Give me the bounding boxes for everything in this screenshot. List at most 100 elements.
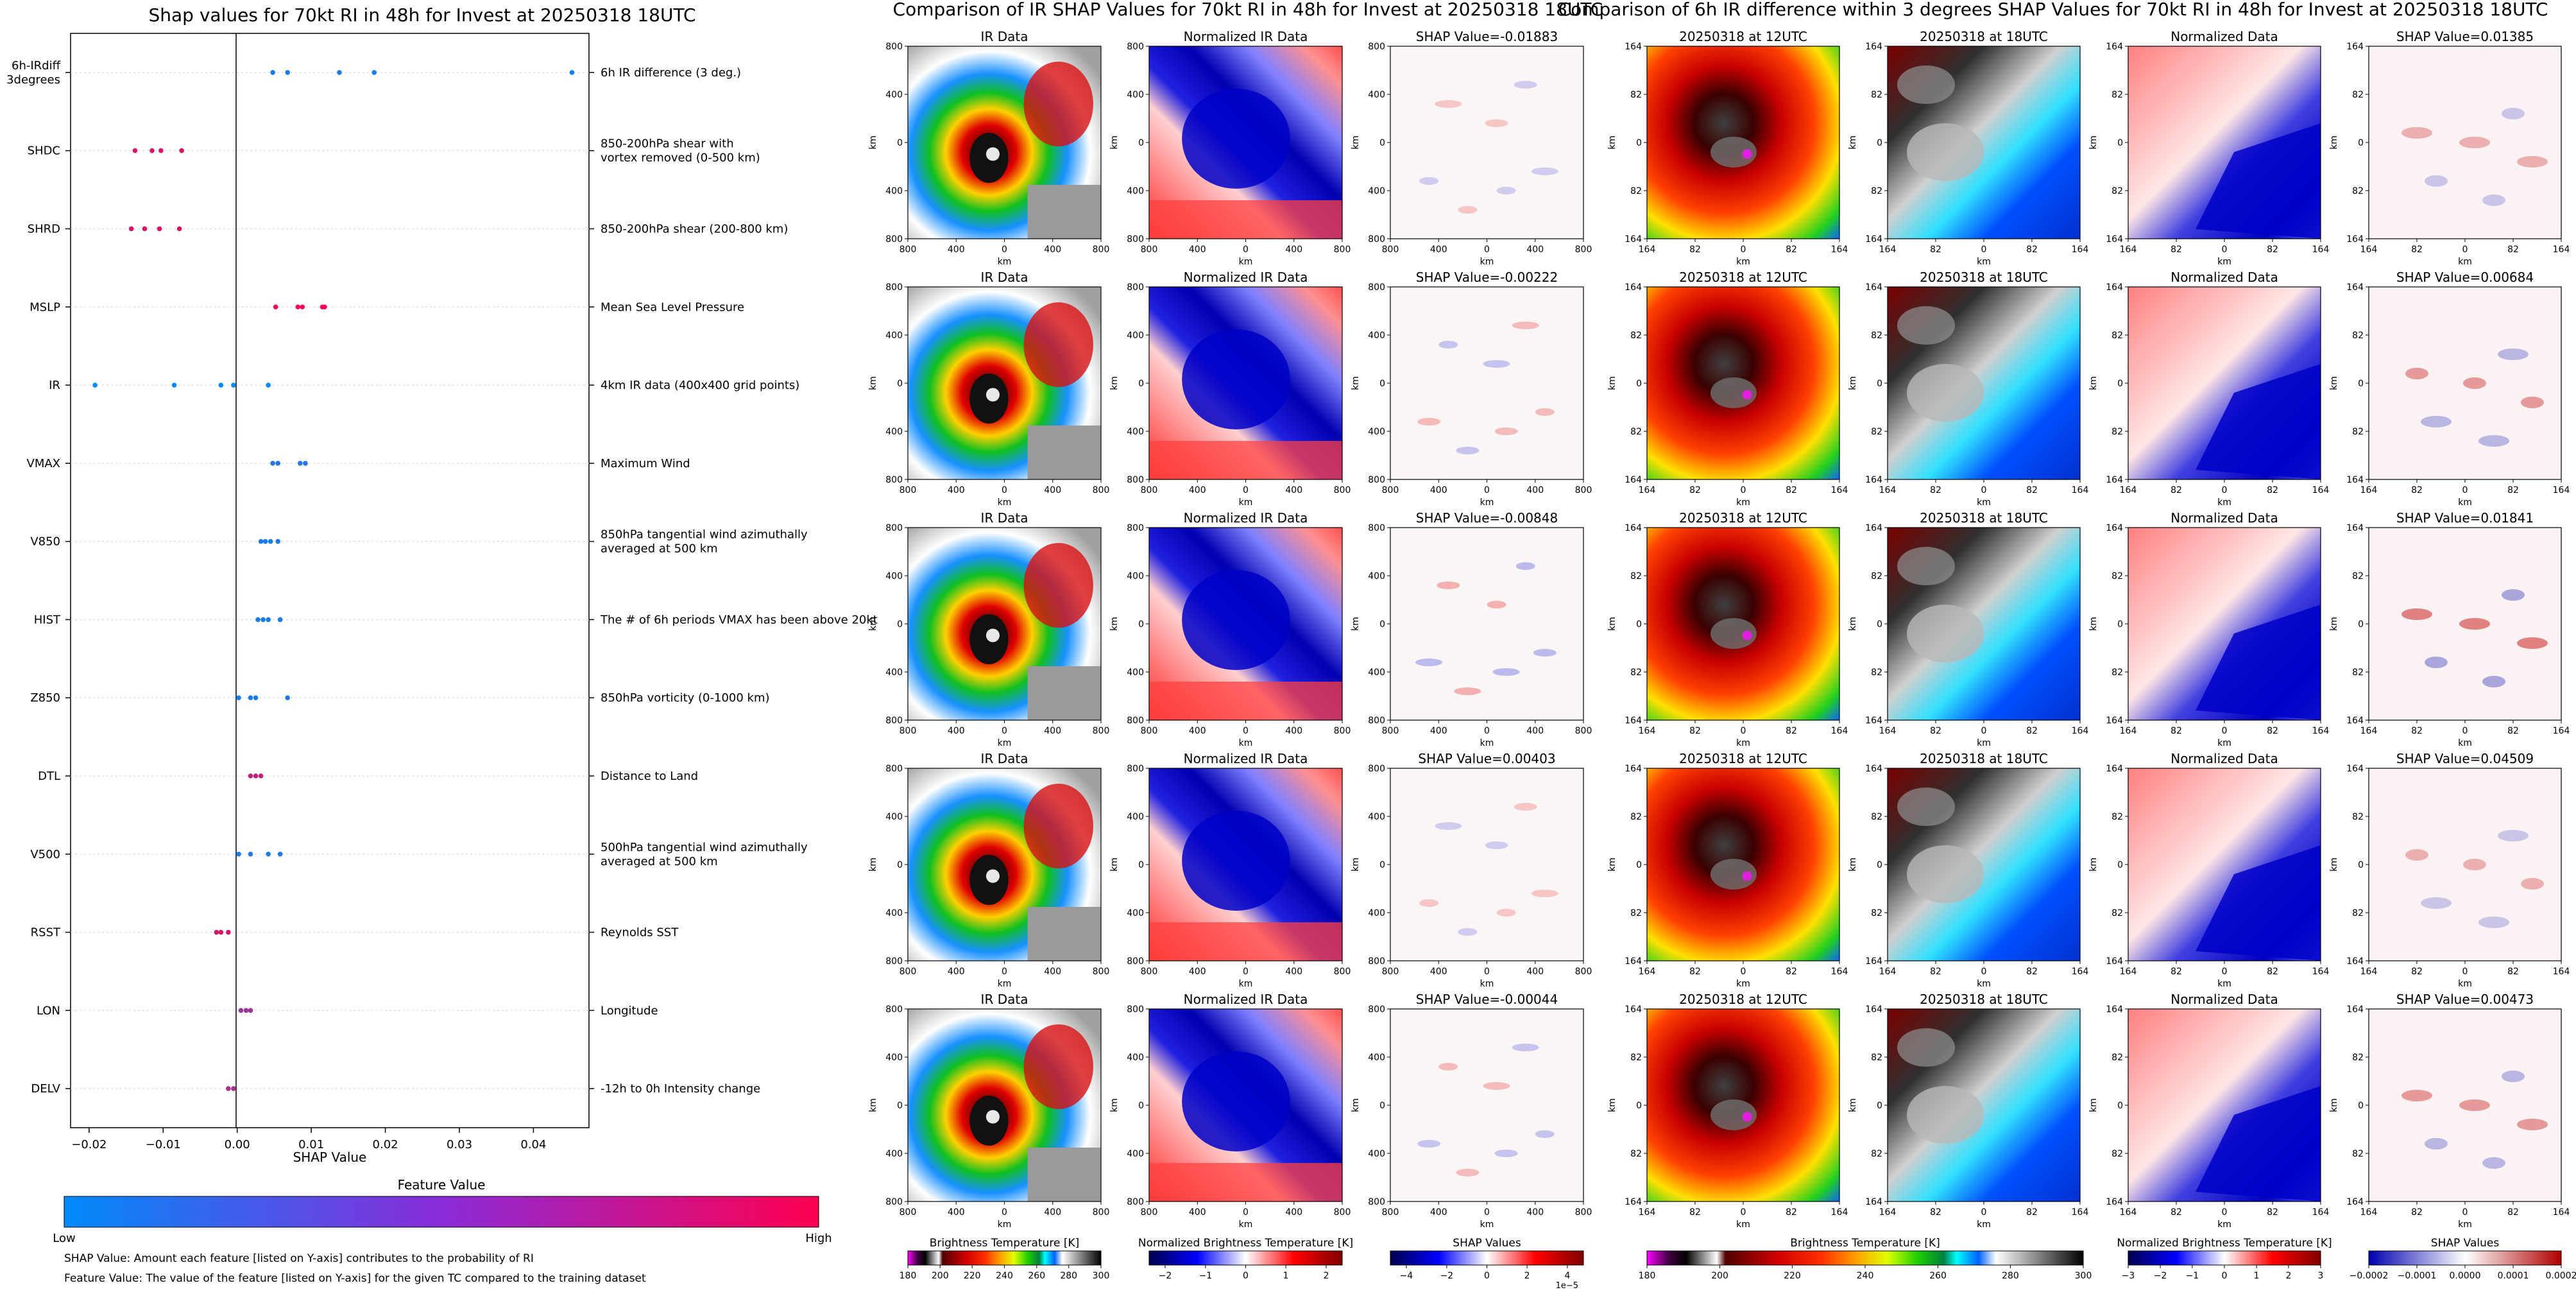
y-tick-label: 164 bbox=[1865, 523, 1882, 533]
colorbar-tick-label: 4 bbox=[1565, 1271, 1571, 1281]
x-tick-label: 82 bbox=[1930, 967, 1941, 977]
feature-description: 850hPa vorticity (0-1000 km) bbox=[601, 691, 770, 705]
y-tick-label: 0 bbox=[1138, 860, 1144, 870]
y-tick-label: 82 bbox=[2111, 571, 2123, 581]
x-tick-label: 82 bbox=[2507, 1207, 2519, 1218]
shap-point bbox=[322, 304, 327, 309]
shap-point bbox=[239, 1008, 244, 1013]
y-tick-label: 400 bbox=[885, 1053, 903, 1063]
colorbar-tick-label: 240 bbox=[996, 1271, 1013, 1281]
x-tick-label: 800 bbox=[1334, 1207, 1351, 1218]
y-tick-label: 800 bbox=[1127, 716, 1144, 726]
x-axis-label: km bbox=[1239, 257, 1253, 267]
shap-summary-axes bbox=[71, 33, 589, 1128]
y-tick-label: 164 bbox=[1865, 1004, 1882, 1015]
y-tick-label: 164 bbox=[2346, 475, 2364, 485]
feature-code: VMAX bbox=[27, 457, 61, 470]
y-tick-label: 164 bbox=[1625, 716, 1642, 726]
shap-point bbox=[266, 383, 271, 388]
x-tick-label: 82 bbox=[2507, 485, 2519, 495]
x-tick-label: 82 bbox=[2267, 726, 2278, 736]
panel-title: SHAP Value=-0.01883 bbox=[1416, 29, 1558, 44]
x-tick-label: 82 bbox=[1930, 1207, 1941, 1218]
x-axis-label: km bbox=[1977, 257, 1991, 267]
y-tick-label: 400 bbox=[1368, 186, 1385, 196]
panel: Normalized IR Data8008004004000040040080… bbox=[1109, 992, 1351, 1230]
x-axis-label: km bbox=[2217, 1219, 2231, 1230]
x-tick-label: 164 bbox=[1639, 485, 1656, 495]
panel-title: Normalized Data bbox=[2171, 510, 2278, 526]
x-tick-label: 164 bbox=[1879, 1207, 1897, 1218]
x-tick-label: −0.02 bbox=[71, 1138, 107, 1151]
feature-code: Z850 bbox=[30, 691, 60, 705]
y-tick-label: 164 bbox=[2106, 1004, 2123, 1015]
x-tick-label: 0 bbox=[1484, 726, 1490, 736]
y-tick-label: 164 bbox=[2346, 716, 2364, 726]
shap-point bbox=[337, 70, 342, 75]
ir-eye bbox=[986, 147, 1000, 160]
ir-cloud bbox=[1024, 543, 1093, 628]
panel-title: SHAP Value=0.00473 bbox=[2396, 992, 2534, 1007]
shap-blob bbox=[2502, 1071, 2525, 1082]
shap-blob bbox=[2478, 917, 2509, 928]
x-tick-label: 400 bbox=[1285, 967, 1302, 977]
panel-title: 20250318 at 18UTC bbox=[1920, 510, 2048, 526]
shap-blob bbox=[1454, 687, 1481, 695]
y-tick-label: 400 bbox=[885, 668, 903, 678]
colorbar-tick-label: 0.0002 bbox=[2546, 1271, 2576, 1281]
x-axis-label: km bbox=[998, 979, 1012, 989]
y-tick-label: 82 bbox=[2111, 1149, 2123, 1159]
y-tick-label: 82 bbox=[2111, 908, 2123, 918]
shap-gridlines bbox=[71, 73, 589, 1089]
y-tick-label: 400 bbox=[1127, 331, 1144, 341]
x-tick-label: 400 bbox=[1044, 485, 1061, 495]
y-tick-label: 82 bbox=[2111, 331, 2123, 341]
panel: 20250318 at 18UTC1641648282008282164164k… bbox=[1848, 29, 2088, 267]
panel-title: IR Data bbox=[981, 751, 1028, 766]
y-axis-label: km bbox=[2329, 376, 2339, 390]
x-axis-label: km bbox=[1239, 738, 1253, 748]
x-tick-label: 800 bbox=[1093, 245, 1110, 255]
x-tick-label: 82 bbox=[2026, 726, 2038, 736]
panel-title: Normalized Data bbox=[2171, 992, 2278, 1007]
shap-point bbox=[244, 1008, 249, 1013]
y-tick-label: 0 bbox=[897, 1101, 903, 1111]
y-tick-label: 800 bbox=[885, 523, 903, 533]
shap-blob bbox=[2425, 1138, 2448, 1150]
x-tick-label: 400 bbox=[1430, 485, 1447, 495]
shap-point bbox=[226, 1086, 231, 1091]
y-tick-label: 82 bbox=[1871, 668, 1882, 678]
y-axis-label: km bbox=[1109, 1098, 1120, 1112]
feature-description: Distance to Land bbox=[601, 770, 698, 783]
x-axis-label: km bbox=[1239, 497, 1253, 508]
x-tick-label: 164 bbox=[1831, 1207, 1848, 1218]
y-tick-label: 82 bbox=[2111, 668, 2123, 678]
panel-title: Normalized IR Data bbox=[1184, 510, 1308, 526]
x-tick-label: 800 bbox=[1141, 1207, 1158, 1218]
y-tick-label: 400 bbox=[885, 90, 903, 100]
norm-warm-region bbox=[1149, 682, 1342, 720]
x-tick-label: 800 bbox=[1093, 1207, 1110, 1218]
y-tick-label: 82 bbox=[1630, 1053, 1642, 1063]
shap-blob bbox=[2498, 349, 2529, 360]
cloud-shield bbox=[1907, 605, 1984, 662]
panel: SHAP Value=-0.00222800800400400004004008… bbox=[1351, 270, 1592, 508]
y-tick-label: 164 bbox=[1865, 282, 1882, 293]
panel-title: IR Data bbox=[981, 29, 1028, 44]
x-tick-label: 82 bbox=[1689, 485, 1701, 495]
y-tick-label: 164 bbox=[1625, 282, 1642, 293]
panel: SHAP Value=0.006841641648282008282164164… bbox=[2329, 270, 2570, 508]
feature-colorbar-title: Feature Value bbox=[398, 1177, 486, 1193]
x-tick-label: 800 bbox=[900, 726, 917, 736]
ir-eye bbox=[986, 869, 1000, 883]
y-tick-label: 164 bbox=[1865, 42, 1882, 52]
x-tick-label: 400 bbox=[1189, 245, 1206, 255]
y-tick-label: 400 bbox=[1368, 1053, 1385, 1063]
shap-point bbox=[266, 617, 271, 623]
panel: 20250318 at 18UTC1641648282008282164164k… bbox=[1848, 992, 2088, 1230]
x-tick-label: 0 bbox=[1741, 967, 1746, 977]
x-tick-label: 0.03 bbox=[447, 1138, 472, 1151]
